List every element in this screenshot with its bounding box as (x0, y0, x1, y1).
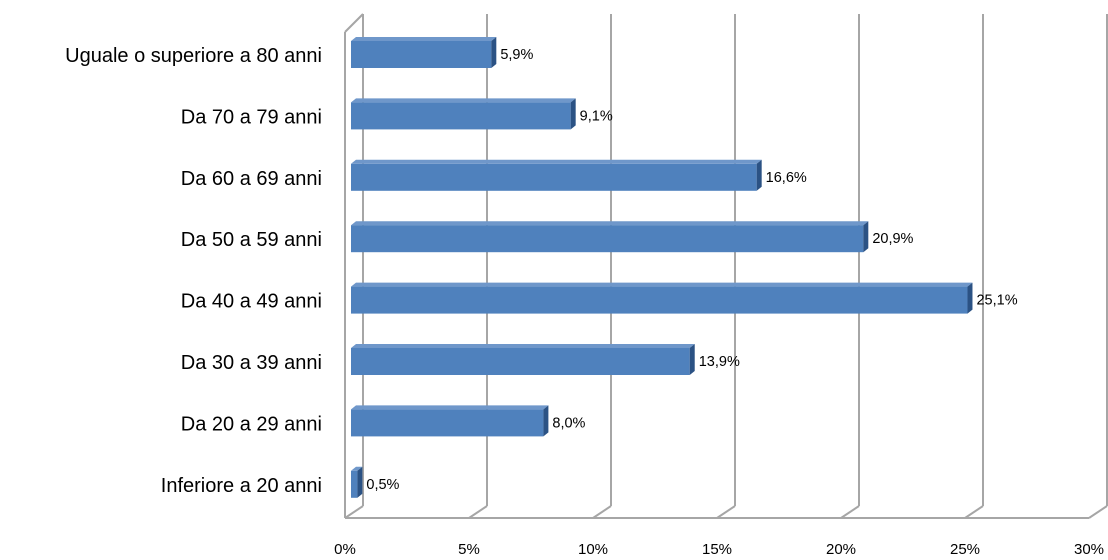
bar-front-face (351, 225, 864, 253)
category-label: Da 60 a 69 anni (181, 168, 322, 190)
category-label: Inferiore a 20 anni (161, 475, 322, 497)
data-label: 20,9% (872, 231, 913, 247)
bar-front-face (351, 470, 358, 498)
x-tick-label: 0% (334, 541, 356, 558)
floor-tick (964, 505, 984, 519)
gridlines (344, 13, 1108, 506)
x-tick-label: 5% (458, 541, 480, 558)
bar-top-face (351, 405, 549, 410)
labels: 0% 5% 10% 15% 20% 25% 30% 5,9% Uguale o superior… (65, 45, 1104, 558)
bar (351, 159, 762, 191)
data-label: 0,5% (366, 477, 399, 493)
bar (351, 98, 576, 130)
bar (351, 344, 695, 375)
data-label: 16,6% (766, 170, 807, 186)
bar-side-face (863, 221, 869, 253)
bar-front-face (351, 102, 571, 130)
bar-front-face (351, 409, 544, 437)
category-label: Da 40 a 49 anni (181, 291, 322, 313)
category-label: Da 30 a 39 anni (181, 352, 322, 374)
bar-top-face (351, 282, 973, 287)
bar-top-face (351, 37, 497, 41)
bar (351, 37, 497, 68)
axis-top-edge (344, 13, 364, 33)
bar-top-face (351, 466, 363, 471)
x-tick-label: 25% (950, 541, 980, 558)
x-tick-label: 15% (702, 541, 732, 558)
x-tick-label: 10% (578, 541, 608, 558)
data-label: 5,9% (500, 47, 533, 63)
data-label: 8,0% (552, 415, 585, 431)
bar-top-face (351, 344, 695, 348)
data-label: 25,1% (976, 293, 1017, 309)
bar-front-face (351, 163, 757, 191)
bar-front-face (351, 348, 690, 375)
category-label: Da 70 a 79 anni (181, 106, 322, 128)
bar-top-face (351, 221, 869, 226)
bar-side-face (491, 37, 497, 68)
bars (351, 37, 973, 498)
category-label: Da 20 a 29 anni (181, 413, 322, 435)
bar-front-face (351, 286, 968, 314)
bar-front-face (351, 41, 492, 68)
x-tick-label: 30% (1074, 541, 1104, 558)
bar-side-face (543, 405, 549, 437)
bar (351, 405, 549, 437)
floor-tick (840, 505, 860, 519)
bar-side-face (756, 159, 762, 191)
floor-tick (344, 505, 364, 519)
category-label: Da 50 a 59 anni (181, 229, 322, 251)
bar-side-face (689, 344, 695, 375)
floor-tick (716, 505, 736, 519)
bar-side-face (570, 98, 576, 130)
bar (351, 466, 363, 498)
floor-tick (468, 505, 488, 519)
category-label: Uguale o superiore a 80 anni (65, 45, 322, 67)
chart-floor (344, 32, 1108, 519)
bar-top-face (351, 98, 576, 103)
bar (351, 221, 869, 253)
bar-side-face (967, 282, 973, 314)
bar-top-face (351, 159, 762, 164)
floor-tick (1088, 505, 1108, 519)
x-tick-label: 20% (826, 541, 856, 558)
bar (351, 282, 973, 314)
data-label: 13,9% (699, 354, 740, 370)
data-label: 9,1% (580, 108, 613, 124)
bar-side-face (357, 466, 363, 498)
floor-tick (592, 505, 612, 519)
